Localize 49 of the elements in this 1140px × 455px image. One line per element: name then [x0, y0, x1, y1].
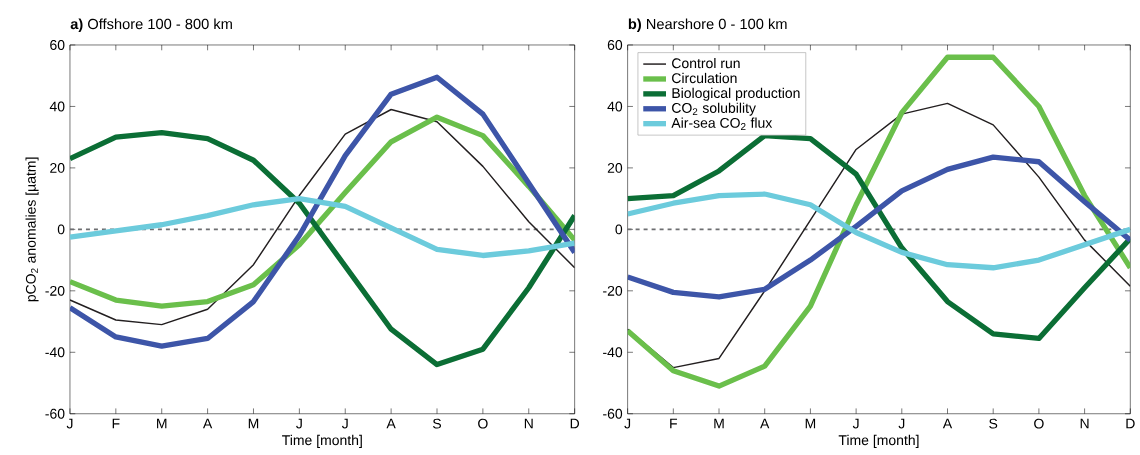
legend-label: Circulation — [672, 73, 737, 84]
x-tick-label: N — [1080, 418, 1089, 429]
x-tick-label: S — [432, 418, 442, 429]
chart-title: b) Nearshore 0 - 100 km — [628, 18, 787, 33]
x-tick-label: M — [805, 418, 816, 429]
y-tick-label: 60 — [50, 40, 65, 51]
y-tick-label: 20 — [50, 163, 65, 173]
legend-label: Air-sea CO$_{2}$ flux — [671, 117, 773, 131]
x-tick-label: A — [760, 418, 770, 429]
y-axis-title: pCO$_{2}$ anomalies [µatm] — [25, 157, 39, 302]
legend-label: CO$_{2}$ solubility — [672, 102, 756, 116]
x-tick-label: A — [942, 418, 953, 429]
x-tick-label: M — [714, 418, 724, 429]
y-tick-label: -20 — [45, 286, 65, 296]
y-tick-label: -60 — [45, 408, 65, 419]
x-tick-label: F — [670, 418, 678, 429]
x-tick-label: A — [386, 418, 396, 429]
y-tick-label: 0 — [57, 224, 65, 235]
x-tick-label: M — [248, 418, 259, 429]
line-series — [627, 102, 1131, 369]
x-tick-label: J — [341, 418, 348, 429]
x-tick-label: A — [202, 418, 213, 429]
y-tick-label: -40 — [45, 347, 65, 358]
x-tick-label: J — [898, 418, 905, 429]
x-tick-label: O — [1034, 418, 1044, 429]
x-tick-label: J — [296, 418, 302, 429]
x-axis-title: Time [month] — [838, 434, 919, 449]
y-tick-label: -20 — [603, 286, 623, 296]
chart-title: a) Offshore 100 - 800 km — [70, 18, 232, 33]
y-tick-label: 40 — [49, 101, 65, 112]
x-tick-label: M — [157, 418, 167, 429]
legend-label: Biological production — [672, 87, 800, 101]
x-tick-label: D — [570, 418, 580, 429]
y-tick-label: 0 — [615, 224, 623, 235]
x-axis-title: Time [month] — [282, 434, 362, 449]
x-tick-label: O — [478, 418, 488, 429]
x-tick-label: S — [989, 418, 998, 429]
x-tick-label: D — [1126, 418, 1135, 429]
legend-label: Control run — [672, 58, 740, 69]
x-tick-label: J — [624, 418, 631, 429]
y-tick-label: 20 — [607, 163, 623, 173]
x-tick-label: N — [524, 418, 533, 429]
y-tick-label: 60 — [607, 40, 623, 51]
y-tick-label: 40 — [607, 101, 623, 112]
x-tick-label: J — [66, 418, 73, 429]
y-tick-label: -60 — [603, 408, 623, 419]
x-tick-label: J — [852, 418, 859, 429]
x-tick-label: F — [112, 418, 120, 429]
y-tick-label: -40 — [603, 347, 623, 358]
